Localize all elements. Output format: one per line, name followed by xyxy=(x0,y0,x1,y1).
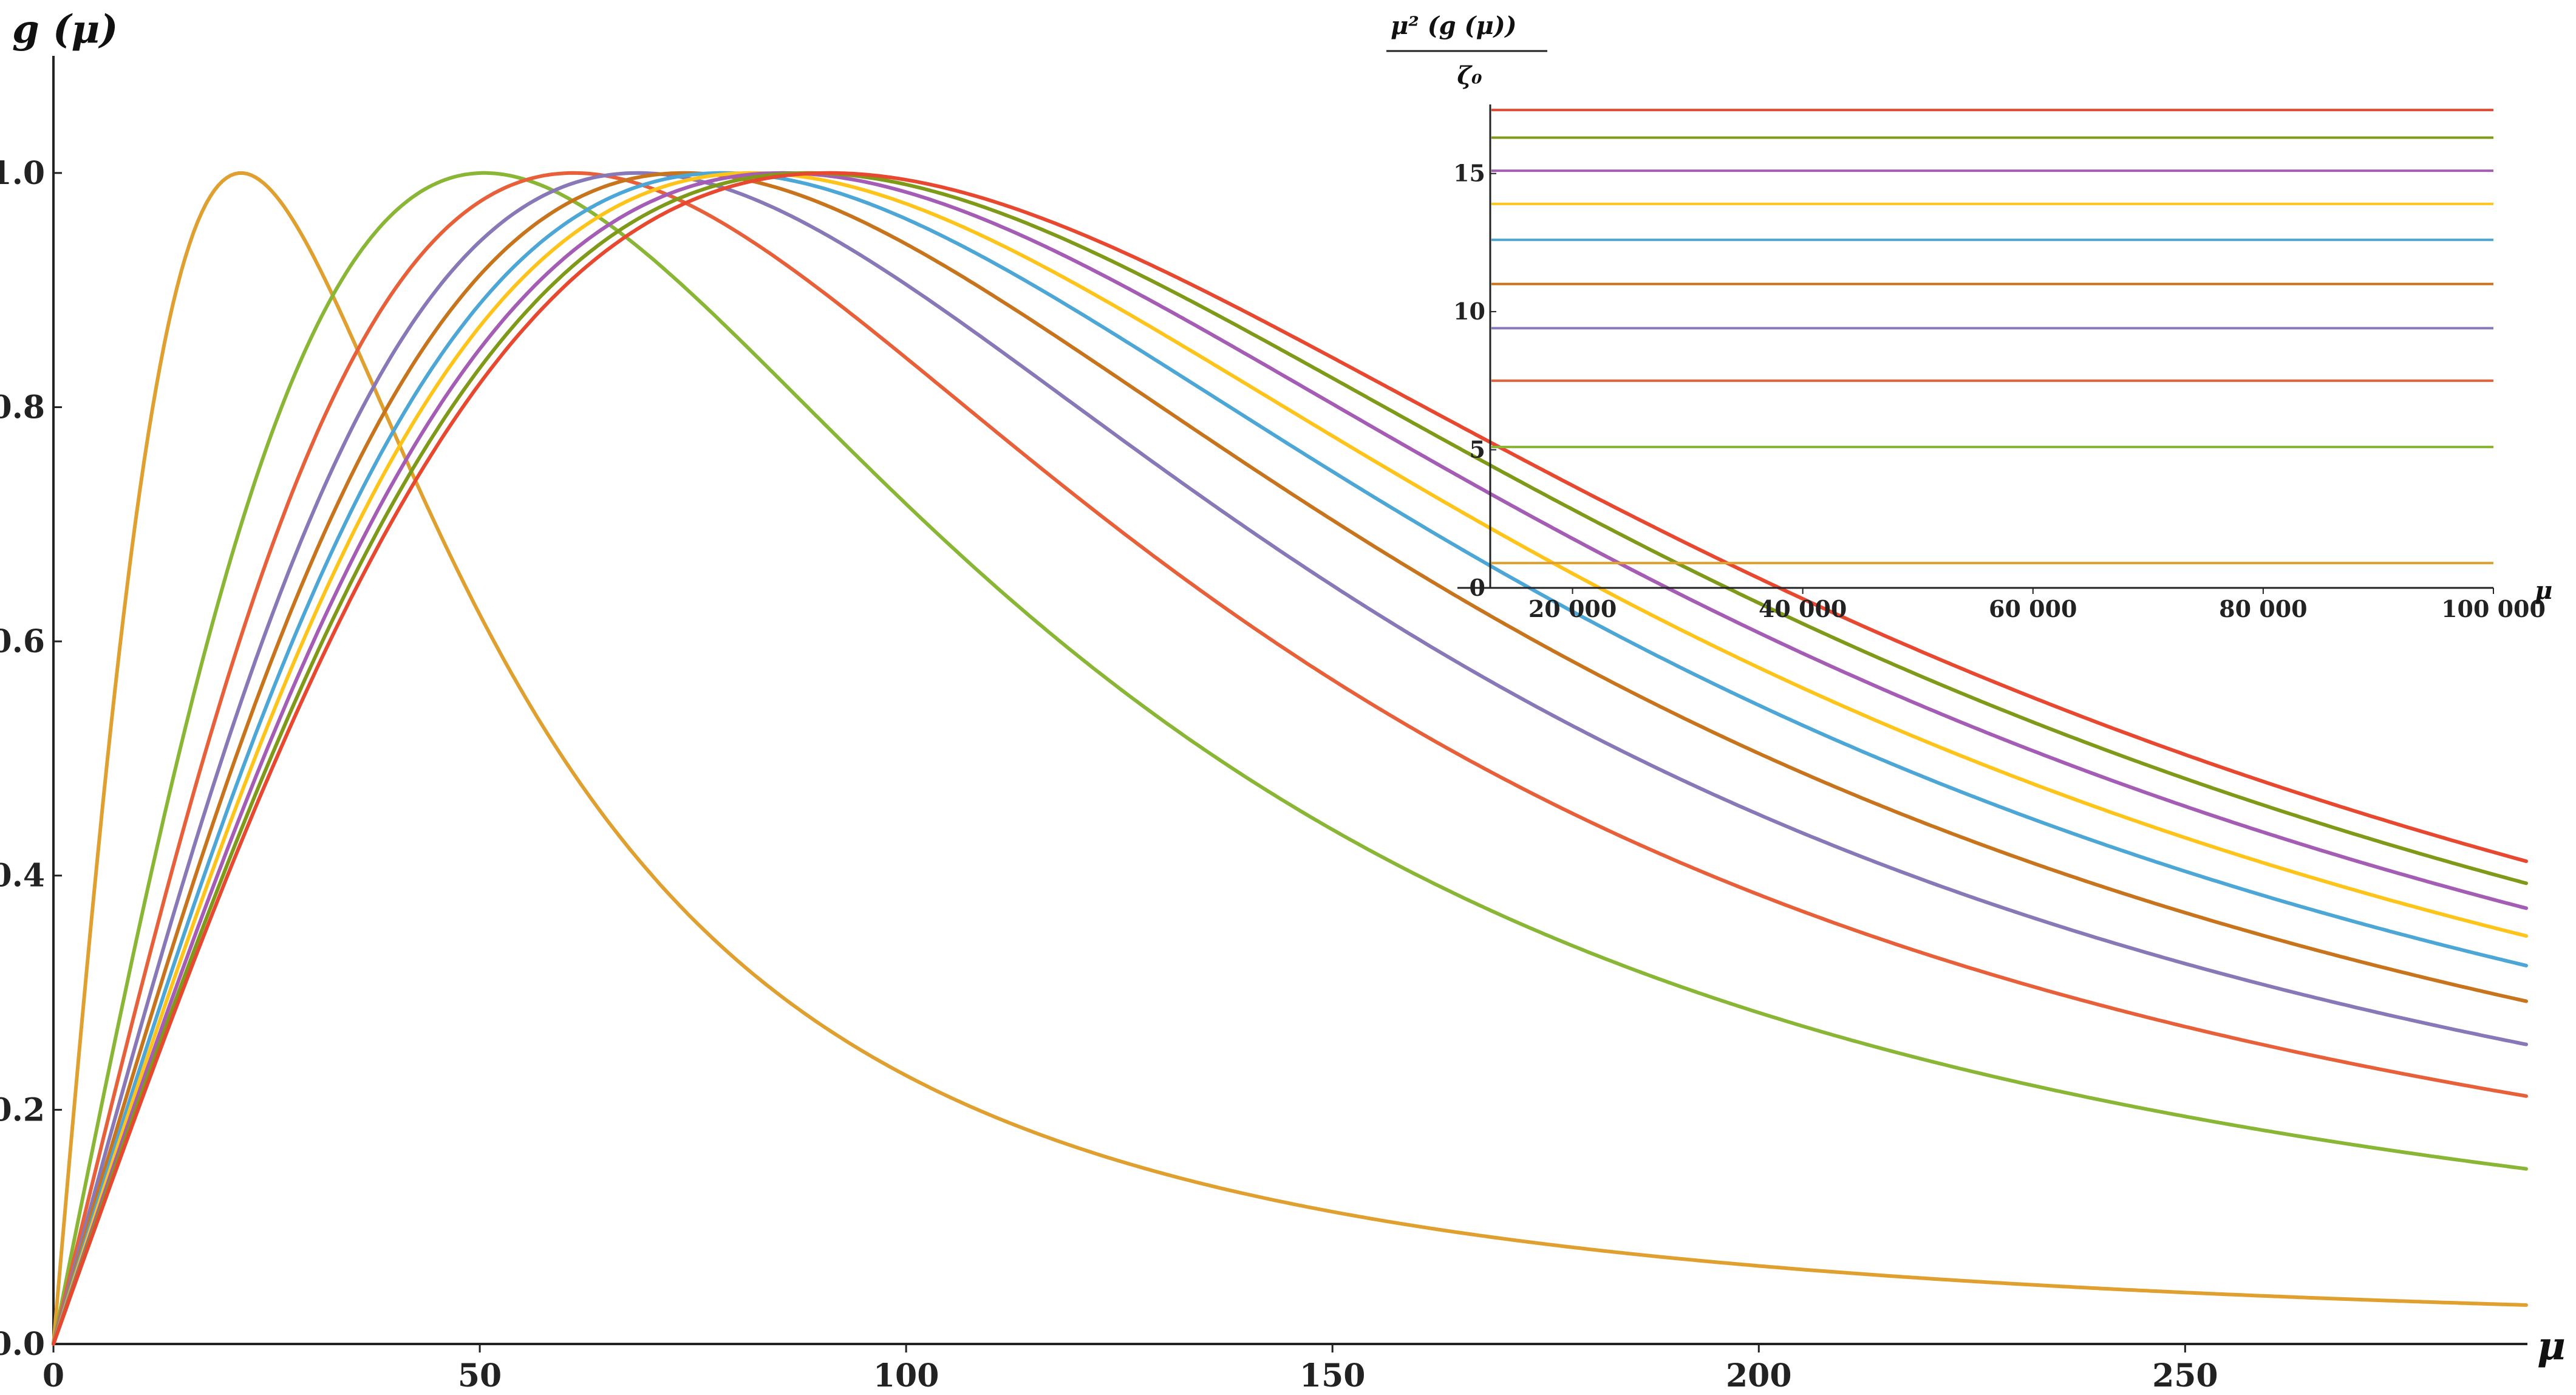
main-series-line-2 xyxy=(52,171,2528,1346)
main-series-line-7 xyxy=(52,171,2528,1346)
main-x-tick-label: 200 xyxy=(1726,1357,1792,1394)
inset-y-tick-label: 10 xyxy=(1453,298,1485,325)
main-y-tick-label: 0.8 xyxy=(0,389,45,426)
inset-y-tick-label: 0 xyxy=(1470,574,1485,601)
main-series-line-1 xyxy=(52,171,2528,1346)
inset-y-tick-label: 5 xyxy=(1470,436,1485,463)
main-x-axis-label: μ xyxy=(2537,1323,2566,1369)
inset-y-label-denominator: ζ₀ xyxy=(1457,61,1482,90)
main-x-tick-label: 50 xyxy=(458,1357,502,1394)
main-y-tick-label: 1.0 xyxy=(0,155,45,192)
inset-x-tick-label: 40 000 xyxy=(1759,595,1847,622)
inset-x-tick-label: 20 000 xyxy=(1528,595,1617,622)
main-x-tick-label: 0 xyxy=(43,1357,64,1394)
main-series-line-4 xyxy=(52,171,2528,1346)
main-series-line-5 xyxy=(52,171,2528,1346)
inset-y-tick-label: 15 xyxy=(1453,160,1485,187)
inset-chart: 20 000 40 000 60 000 80 000 100 000 0 5 10 15 μ… xyxy=(1386,12,2552,622)
main-y-tick-label: 0.4 xyxy=(0,858,45,895)
inset-y-ticks: 0 5 10 15 xyxy=(1453,160,1496,601)
main-series-line-3 xyxy=(52,171,2528,1346)
main-y-tick-label: 0.2 xyxy=(0,1091,45,1128)
main-series-line-6 xyxy=(52,171,2528,1346)
main-y-axis-label: g (μ) xyxy=(12,7,118,52)
inset-x-ticks: 20 000 40 000 60 000 80 000 100 000 xyxy=(1528,588,2546,622)
inset-x-tick-label: 80 000 xyxy=(2219,595,2307,622)
main-y-tick-label: 0.6 xyxy=(0,623,45,660)
main-y-ticks: 0.0 0.2 0.4 0.6 0.8 1.0 xyxy=(0,155,62,1363)
inset-curves xyxy=(1491,109,2493,565)
main-chart: 0 50 100 150 200 250 0.00.20.40.60.81.0 g (μ)… xyxy=(0,7,2566,1394)
main-x-tick-label: 100 xyxy=(873,1357,939,1394)
inset-x-tick-label: 60 000 xyxy=(1989,595,2077,622)
main-x-tick-label: 250 xyxy=(2152,1357,2218,1394)
main-series-line-10 xyxy=(52,171,2528,1346)
main-curves xyxy=(52,171,2528,1346)
inset-y-label-numerator: μ² (g (μ)) xyxy=(1391,12,1517,40)
inset-x-axis-label: μ xyxy=(2535,576,2552,605)
inset-x-tick-label: 100 000 xyxy=(2441,595,2546,622)
main-y-tick-label: 0.0 xyxy=(0,1326,45,1363)
main-series-line-8 xyxy=(52,171,2528,1346)
main-x-ticks: 0 50 100 150 200 250 xyxy=(43,1344,2218,1394)
main-series-line-9 xyxy=(52,171,2528,1346)
main-x-tick-label: 150 xyxy=(1300,1357,1366,1394)
